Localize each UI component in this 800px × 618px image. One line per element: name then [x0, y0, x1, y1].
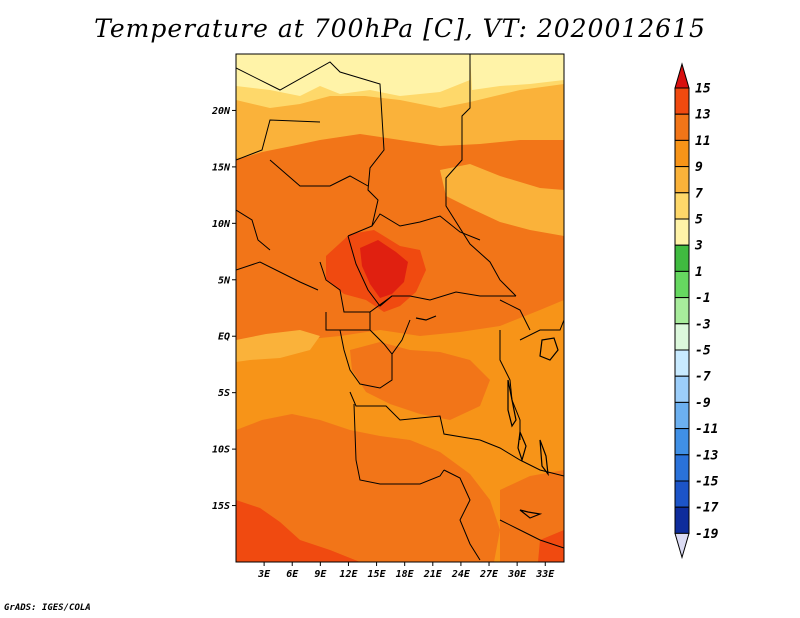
colorbar-swatch — [674, 480, 690, 508]
lon-tick-label: 24E — [451, 569, 471, 580]
colorbar-swatch — [674, 139, 690, 168]
lat-tick-label: EQ — [218, 332, 230, 343]
colorbar-swatch — [674, 401, 690, 430]
temperature-zone-coolest-north — [236, 54, 470, 96]
lon-tick-label: 27E — [479, 569, 499, 580]
colorbar-label: -9 — [695, 396, 711, 411]
colorbar-swatch — [674, 323, 690, 351]
lon-tick-label: 21E — [423, 569, 443, 580]
temperature-zone-hot-southeast — [538, 530, 564, 562]
colorbar-label: -7 — [695, 370, 711, 385]
colorbar-label: -11 — [695, 422, 718, 437]
lon-tick-label: 33E — [535, 569, 555, 580]
colorbar-label: -3 — [695, 317, 711, 332]
colorbar-swatch — [674, 297, 690, 325]
colorbar-label: 11 — [695, 134, 711, 149]
colorbar-legend: 15 13 11 9 7 5 3 1 -1 -3 -5 -7 -9 -11 -13 -15 -17 -19 — [674, 62, 719, 560]
colorbar-top-arrow — [674, 62, 690, 89]
lat-tick-label: 15S — [212, 501, 230, 512]
map-panel — [236, 54, 564, 562]
lon-tick-label: 3E — [257, 569, 271, 580]
colorbar-label: -13 — [695, 448, 719, 463]
map-title: Temperature at 700hPa [C], VT: 202001261… — [94, 14, 706, 43]
lat-tick-label: 10S — [212, 445, 230, 456]
colorbar-swatch — [674, 87, 690, 115]
colorbar-label: -5 — [695, 344, 711, 359]
temperature-zone-hottest-central — [360, 240, 408, 298]
colorbar-label: 9 — [695, 160, 703, 175]
lat-tick-label: 5N — [218, 275, 231, 286]
temperature-zone-mild-north — [236, 84, 564, 158]
temperature-zone-warm-central — [236, 134, 564, 350]
country-borders — [236, 54, 564, 561]
lon-tick-label: 30E — [507, 569, 527, 580]
grads-credit: GrADS: IGES/COLA — [4, 603, 91, 613]
lat-tick-label: 20N — [211, 106, 231, 117]
colorbar-swatch — [674, 244, 690, 272]
colorbar-bottom-arrow — [674, 532, 690, 560]
lon-tick-label: 18E — [396, 569, 415, 580]
colorbar-swatch — [674, 192, 690, 220]
latitude-axis: 20N 15N 10N 5N EQ 5S 10S 15S — [211, 106, 236, 512]
colorbar-label: 15 — [695, 82, 711, 97]
colorbar-label: -17 — [695, 501, 719, 516]
colorbar-label: 5 — [695, 213, 703, 228]
colorbar-swatch — [674, 375, 690, 403]
longitude-axis: 3E 6E 9E 12E 15E 18E 21E 24E 27E 30E 33E — [257, 562, 555, 580]
colorbar-label: -19 — [695, 527, 719, 542]
colorbar-swatch — [674, 349, 690, 377]
map-frame — [235, 53, 565, 563]
colorbar-swatch — [674, 218, 690, 246]
lon-tick-label: 15E — [368, 569, 387, 580]
colorbar-label: 3 — [694, 239, 703, 254]
temperature-zone-warm-congo — [350, 342, 490, 420]
temperature-zone-mild-east — [440, 164, 564, 236]
colorbar-label: 7 — [695, 186, 703, 201]
lakes — [415, 315, 559, 519]
colorbar-swatch — [674, 270, 690, 299]
temperature-zone-mild-gulf — [236, 330, 320, 362]
colorbar-label: -15 — [695, 475, 719, 490]
colorbar-swatch — [674, 454, 690, 482]
lon-tick-label: 6E — [286, 569, 299, 580]
temperature-zone-hot-southwest — [236, 500, 360, 562]
lat-tick-label: 15N — [212, 162, 231, 173]
lon-tick-label: 12E — [339, 569, 358, 580]
temperature-zone-coolest-northeast — [470, 54, 564, 90]
lon-tick-label: 9E — [314, 569, 327, 580]
colorbar-label: 1 — [695, 265, 703, 280]
colorbar-swatch — [674, 428, 690, 456]
lat-tick-label: 5S — [218, 388, 230, 399]
colorbar-label: -1 — [695, 291, 711, 306]
colorbar-swatch — [674, 113, 690, 141]
lat-tick-label: 10N — [212, 219, 231, 230]
colorbar-label: 13 — [695, 108, 711, 123]
colorbar-swatch — [674, 166, 690, 194]
temperature-zone-warm-southwest — [236, 414, 500, 562]
colorbar-swatch — [674, 506, 690, 534]
